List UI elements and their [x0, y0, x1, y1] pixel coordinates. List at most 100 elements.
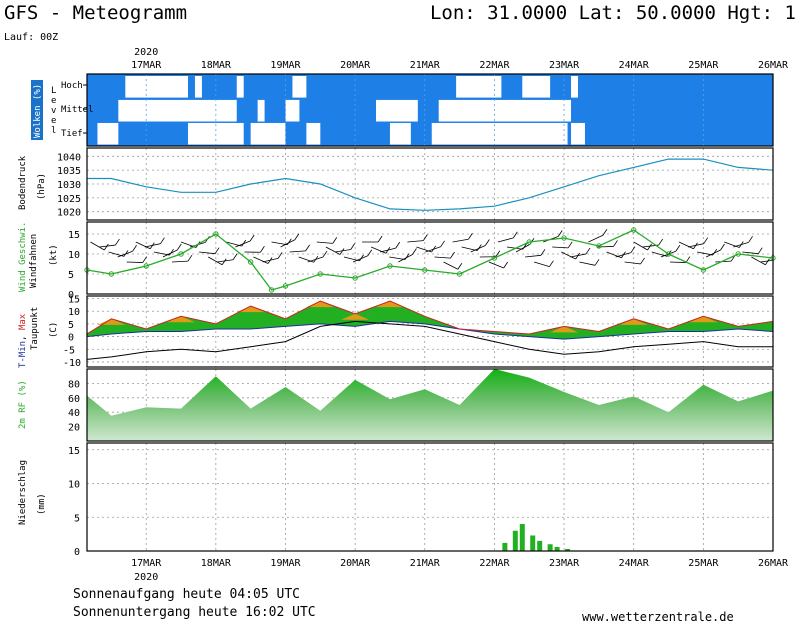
- temperature-band-peak: [550, 326, 579, 333]
- cloud-level-label: Hoch: [61, 81, 83, 91]
- wind-speed-point: [213, 231, 219, 237]
- wind-barb: [525, 254, 542, 258]
- cloud-mid-block: [438, 99, 572, 122]
- sunrise-text: Sonnenaufgang heute 04:05 UTC: [73, 587, 300, 602]
- wind-barb-feather: [757, 247, 763, 254]
- x-tick-label-bottom: 25MAR: [688, 558, 719, 569]
- wind-speed-point: [108, 271, 115, 277]
- cloud-low-block: [431, 122, 568, 145]
- x-tick-label-top: 20MAR: [340, 60, 371, 71]
- precip-bar: [537, 540, 543, 551]
- precip-bar: [554, 546, 560, 551]
- humidity-area: [87, 369, 773, 441]
- wind-barb-feather: [513, 231, 518, 239]
- humidity-ylabel: 2m RF (%): [18, 380, 28, 429]
- wind-barb-feather: [557, 230, 563, 237]
- wind-barb: [162, 249, 178, 258]
- pressure-tick-label: 1020: [57, 208, 81, 219]
- wind-barb-feather: [305, 244, 310, 252]
- wind-barb-feather: [440, 240, 445, 248]
- year-label-bottom: 2020: [134, 572, 158, 583]
- wind-barb-feather: [339, 248, 345, 255]
- wind-barbs-group: [90, 229, 780, 270]
- wind-barb-feather: [675, 245, 681, 252]
- wind-tick-label: 15: [68, 230, 80, 241]
- wind-barb: [171, 260, 188, 263]
- wind-barb: [678, 241, 694, 250]
- x-tick-label-bottom: 19MAR: [270, 558, 301, 569]
- wind-barb: [235, 240, 251, 248]
- wind-barb-feather: [476, 244, 482, 251]
- panel-frame-wind: [86, 221, 774, 295]
- wind-barb-feather: [585, 247, 591, 255]
- wind-barb: [217, 259, 234, 263]
- wind-barb: [606, 251, 622, 259]
- wind-barb-feather: [277, 252, 283, 259]
- wind-barb: [434, 256, 451, 259]
- temperature-band-peak: [236, 306, 265, 313]
- wind-barb-feather: [422, 234, 428, 241]
- wind-barb-feather: [450, 251, 455, 259]
- panel-frame-humidity: [86, 368, 774, 442]
- wind-barb-feather: [594, 259, 600, 266]
- x-tick-label-bottom: 21MAR: [410, 558, 441, 569]
- precip-tick-label: 15: [68, 446, 80, 457]
- wind-barb-feather: [187, 254, 193, 262]
- wind-tick-label: 0: [68, 290, 74, 301]
- pressure-tick-label: 1040: [57, 152, 81, 163]
- wind-barb: [398, 254, 413, 263]
- temperature-tick-label: 5: [68, 320, 74, 331]
- wind-ylabel-secondary: Windfahnen: [29, 234, 39, 288]
- wind-barb-feather: [485, 239, 490, 246]
- wind-barb: [370, 246, 387, 254]
- wind-barb-feather: [549, 260, 554, 267]
- wind-tick-label: 5: [68, 270, 74, 281]
- wind-barb: [425, 246, 441, 253]
- wind-barb: [135, 241, 151, 250]
- cloud-low-block: [571, 122, 585, 145]
- cloud-low-block: [187, 122, 244, 145]
- wind-barb: [697, 251, 713, 256]
- website-link[interactable]: www.wetterzentrale.de: [582, 610, 734, 624]
- wind-barb: [579, 261, 596, 266]
- dewpoint-line: [87, 320, 773, 360]
- x-tick-label-bottom: 24MAR: [619, 558, 650, 569]
- wind-barb-feather: [748, 236, 753, 243]
- cloud-low-block: [306, 122, 321, 145]
- temperature-tick-label: 15: [68, 295, 80, 306]
- temperature-band-peak: [341, 313, 370, 320]
- wind-speed-point: [456, 271, 463, 277]
- wind-barb-feather: [260, 246, 265, 253]
- wind-barb-feather: [685, 256, 691, 263]
- wind-barb: [724, 241, 740, 248]
- precip-bar: [512, 530, 518, 551]
- wind-speed-point: [247, 259, 254, 265]
- temperature-band-peak: [306, 301, 335, 308]
- wind-barb: [380, 247, 396, 253]
- temperature-ylabel: T-Min, Max: [18, 313, 28, 368]
- cloud-low-block: [250, 122, 286, 145]
- wind-speed-point: [665, 251, 672, 257]
- x-tick-label-top: 17MAR: [131, 60, 162, 71]
- cloud-level-label: Tief: [61, 129, 83, 139]
- x-tick-label-top: 18MAR: [201, 60, 232, 71]
- pressure-tick-label: 1025: [57, 194, 81, 205]
- wind-barb-feather: [640, 257, 645, 265]
- cloud-high-block: [125, 76, 188, 98]
- wind-barb: [624, 261, 641, 265]
- wind-barb: [552, 246, 569, 249]
- temperature-band-peak: [689, 316, 718, 323]
- cloud-level-label: Mittel: [61, 105, 94, 115]
- wind-barb: [144, 243, 161, 248]
- panel-frame-clouds: [86, 73, 774, 147]
- precip-bar: [519, 524, 525, 551]
- wind-barb-feather: [776, 254, 780, 260]
- wind-tick-label: 10: [68, 250, 80, 261]
- pressure-line: [87, 158, 773, 211]
- wind-barb: [280, 239, 296, 248]
- wind-speed-point: [282, 283, 289, 289]
- wind-speed-point: [268, 287, 275, 293]
- temperature-ylabel-part: ,: [18, 330, 28, 341]
- wind-speed-line: [87, 229, 773, 291]
